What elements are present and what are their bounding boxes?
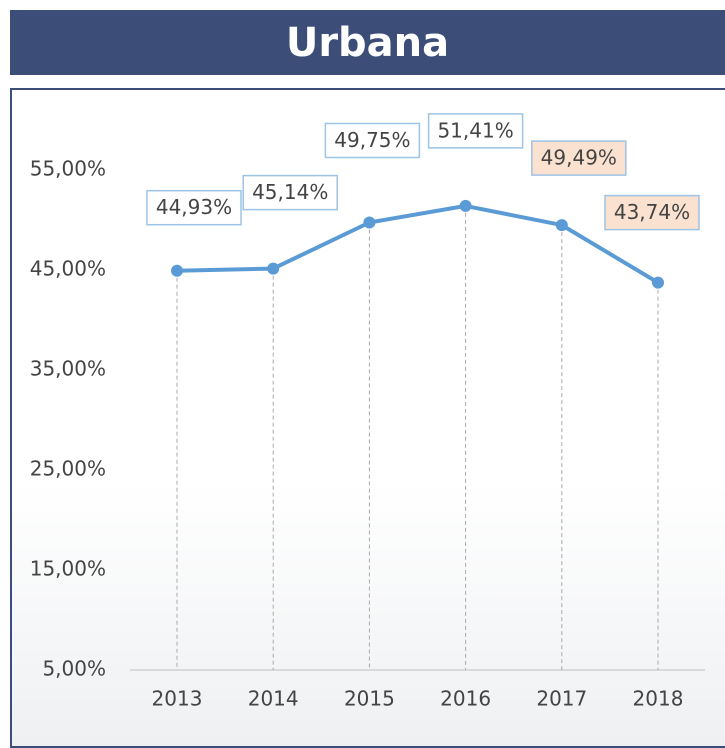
y-tick-label: 55,00% bbox=[30, 157, 106, 181]
data-label: 49,49% bbox=[541, 146, 617, 170]
x-tick-label: 2016 bbox=[440, 687, 491, 711]
x-tick-label: 2015 bbox=[344, 687, 395, 711]
data-label: 43,74% bbox=[614, 200, 690, 224]
y-tick-label: 25,00% bbox=[30, 457, 106, 481]
y-tick-label: 45,00% bbox=[30, 257, 106, 281]
label-box bbox=[146, 189, 242, 226]
label-box bbox=[324, 122, 421, 159]
point bbox=[363, 216, 376, 229]
x-tick-label: 2014 bbox=[248, 687, 299, 711]
y-tick-label: 5,00% bbox=[42, 657, 106, 681]
label-box bbox=[427, 113, 524, 149]
label-box bbox=[604, 194, 700, 231]
x-tick-label: 2013 bbox=[152, 687, 203, 711]
line-series bbox=[176, 203, 660, 285]
point bbox=[652, 276, 664, 289]
label-box bbox=[242, 174, 338, 211]
point bbox=[459, 199, 472, 212]
page: {"chart_data": {"type": "line", "title":… bbox=[10, 10, 725, 748]
x-tick-label: 2018 bbox=[633, 687, 684, 711]
x-tick-label: 2017 bbox=[536, 687, 587, 711]
point bbox=[171, 264, 183, 277]
data-label: 44,93% bbox=[156, 195, 232, 219]
data-label: 45,14% bbox=[252, 180, 328, 204]
y-tick-label: 35,00% bbox=[30, 357, 106, 381]
data-label: 49,75% bbox=[334, 128, 410, 152]
point bbox=[555, 219, 568, 232]
data-label: 51,41% bbox=[437, 118, 513, 142]
y-tick-label: 15,00% bbox=[30, 557, 106, 581]
chart-title: Urbana bbox=[10, 10, 725, 75]
label-box bbox=[531, 140, 627, 176]
point bbox=[267, 262, 280, 275]
chart: 5,00% 15,00% 25,00% 35,00% 45,00% 55,00% 2013 2… bbox=[30, 113, 705, 711]
